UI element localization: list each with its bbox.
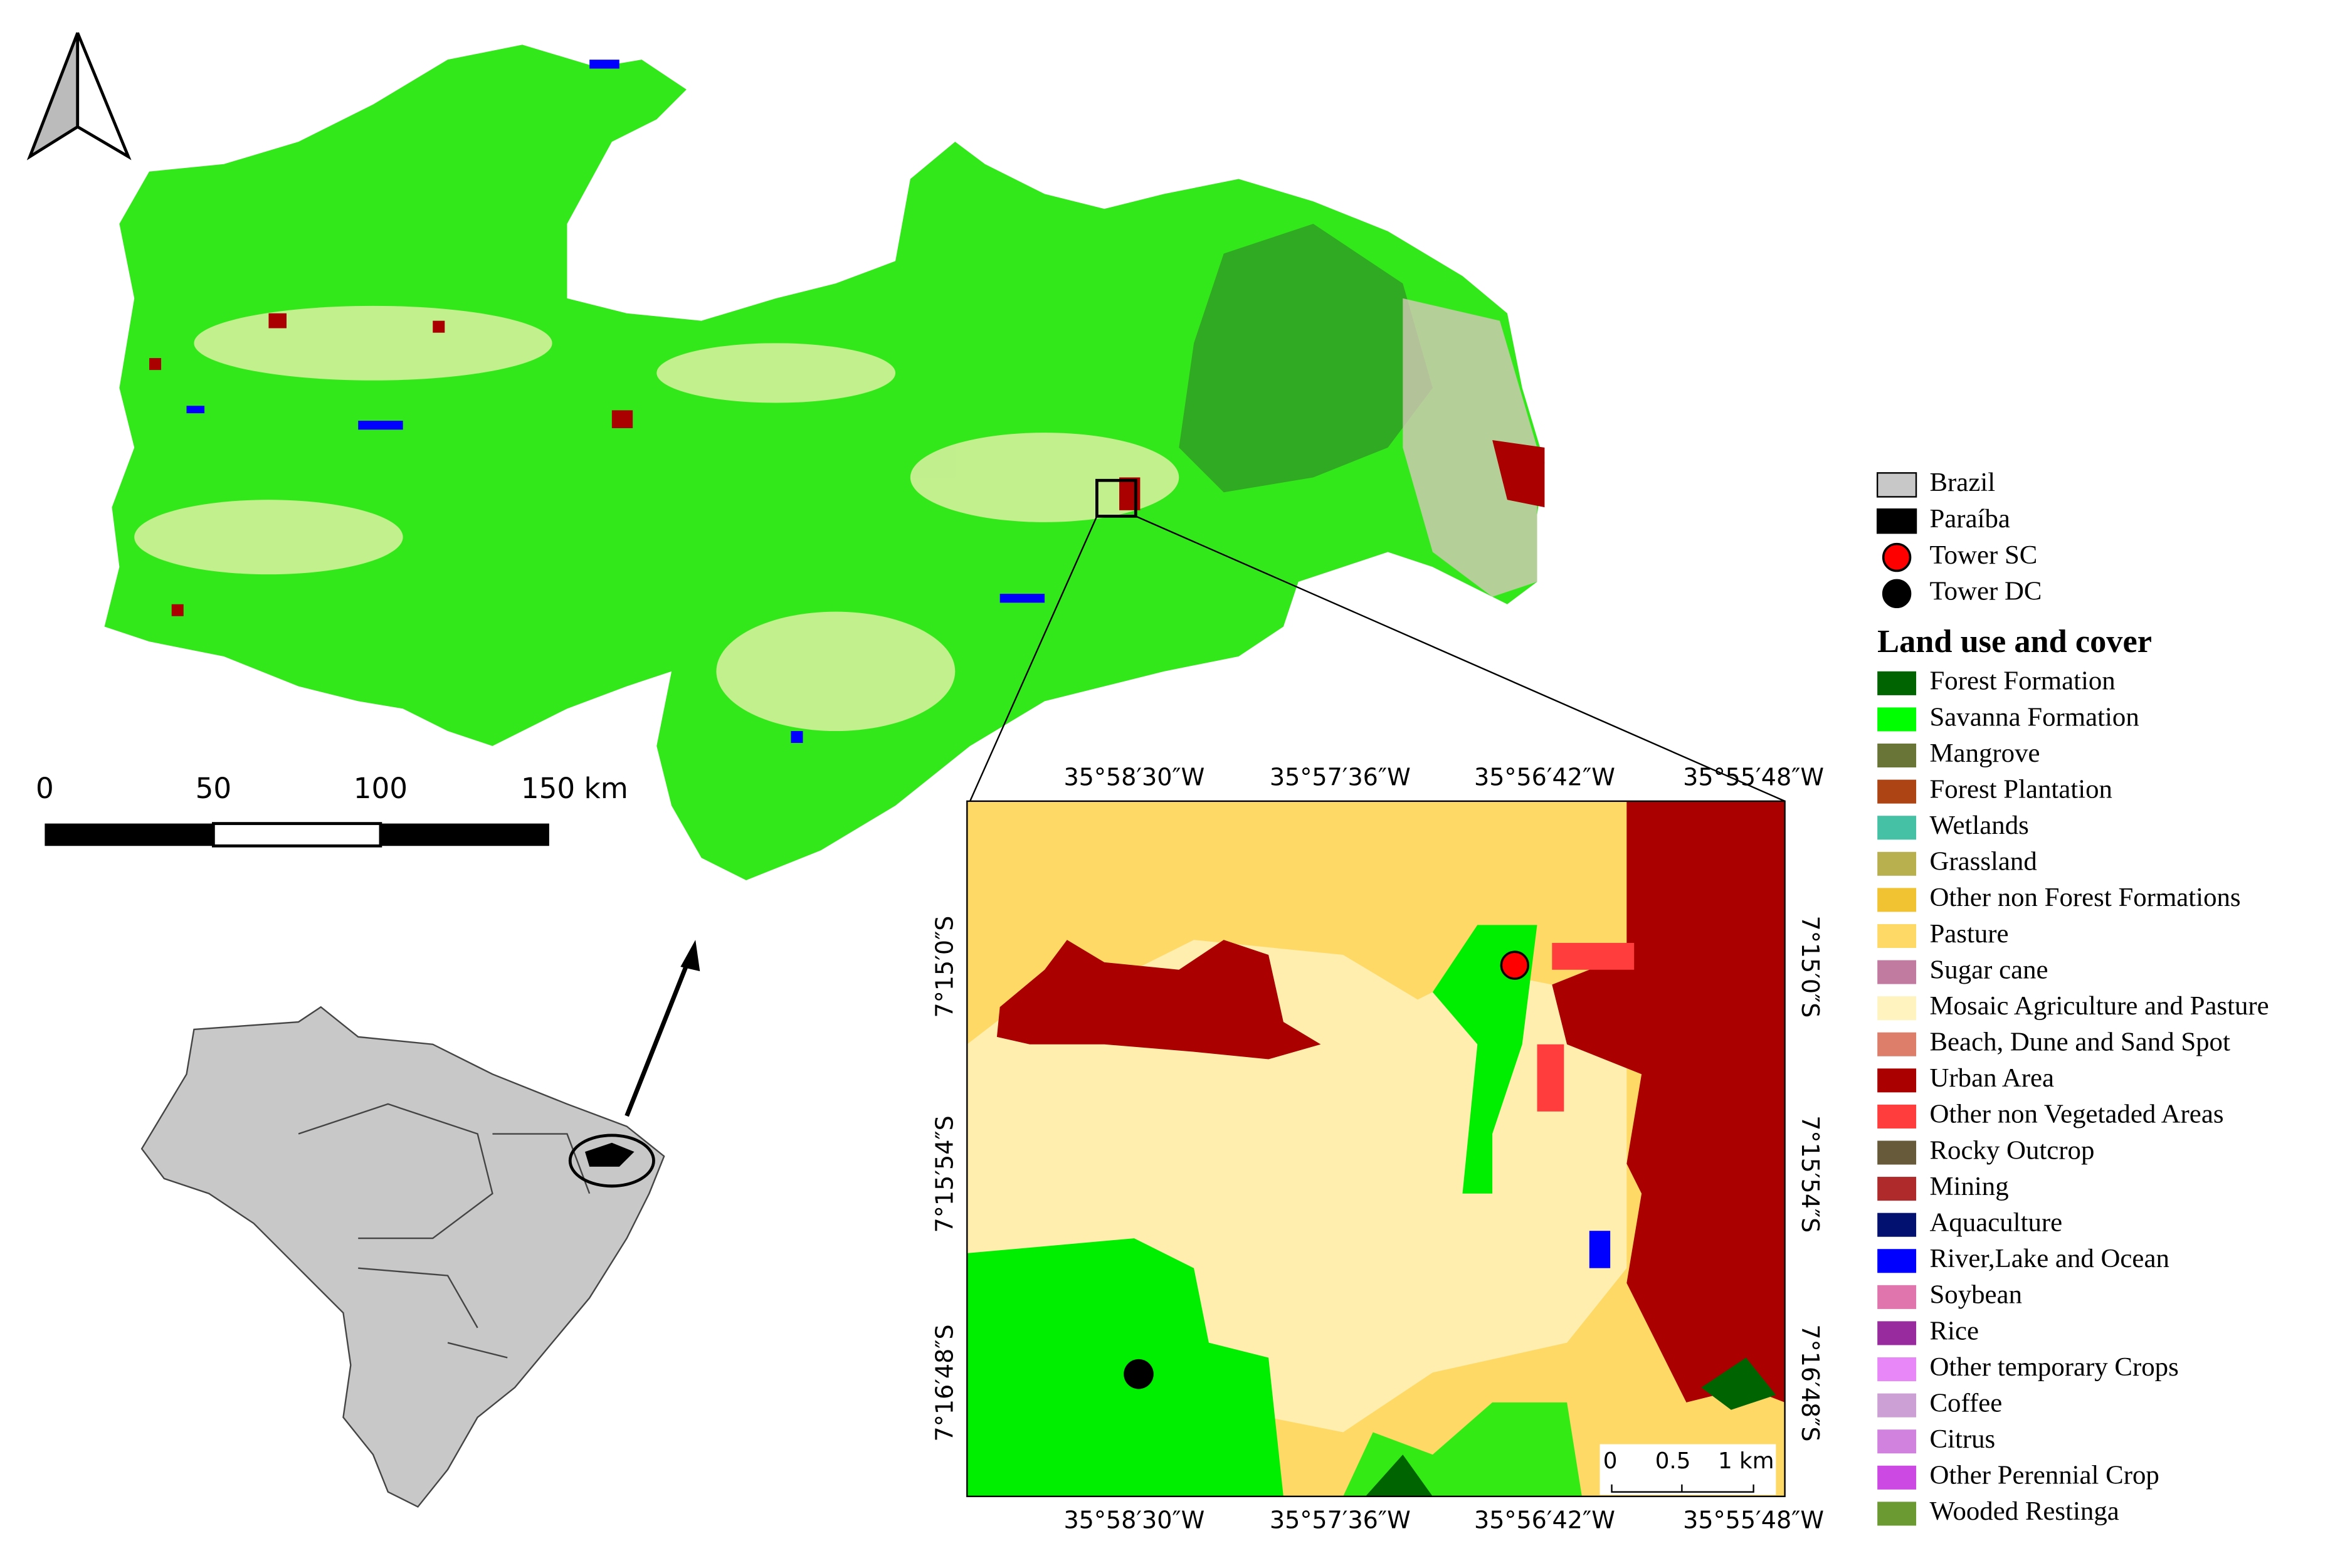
inset-scale-label: 0	[1603, 1448, 1618, 1474]
scale-label: 0	[36, 772, 54, 805]
coord-label: 35°58′30″W	[1063, 764, 1204, 791]
legend-label: Rice	[1929, 1316, 1978, 1345]
tower-sc	[1500, 950, 1530, 980]
legend-label: Urban Area	[1929, 1063, 2054, 1093]
legend-swatch	[1877, 851, 1917, 876]
legend-label: Brazil	[1929, 468, 1995, 497]
scale-label: 150 km	[521, 772, 628, 805]
legend-label: Other non Vegetaded Areas	[1929, 1100, 2223, 1129]
coord-label: 35°55′48″W	[1683, 1507, 1824, 1534]
legend-label: Coffee	[1929, 1388, 2002, 1418]
legend-swatch	[1877, 1068, 1917, 1093]
legend-swatch	[1877, 960, 1917, 984]
paraiba-map	[104, 45, 1786, 880]
legend-swatch	[1877, 1104, 1917, 1129]
legend-label: Rocky Outcrop	[1929, 1135, 2094, 1165]
legend-swatch	[1876, 472, 1917, 498]
scale-bar	[45, 822, 549, 848]
legend-swatch	[1877, 1429, 1917, 1454]
coord-label: 35°58′30″W	[1063, 1507, 1204, 1534]
legend-swatch	[1877, 923, 1917, 949]
legend-label: Aquaculture	[1929, 1208, 2062, 1238]
legend-label: Other temporary Crops	[1929, 1352, 2178, 1382]
legend-swatch	[1877, 1502, 1917, 1526]
legend-label: Wooded Restinga	[1929, 1497, 2119, 1526]
legend-label: Tower DC	[1929, 577, 2042, 606]
coord-label: 35°56′42″W	[1474, 1507, 1615, 1534]
legend-swatch	[1877, 779, 1917, 804]
legend-swatch	[1877, 671, 1917, 695]
legend-label: Savanna Formation	[1929, 702, 2139, 732]
legend-swatch	[1877, 816, 1917, 840]
legend-label: Citrus	[1929, 1424, 1995, 1454]
legend-swatch	[1877, 1321, 1917, 1345]
coord-label: 7°16′48″S	[1796, 1324, 1824, 1441]
legend-label: Forest Plantation	[1929, 774, 2112, 804]
legend-swatch	[1877, 1213, 1917, 1237]
legend-label: Soybean	[1929, 1280, 2022, 1310]
legend-swatch	[1877, 1140, 1917, 1165]
legend-label: Pasture	[1929, 919, 2008, 949]
legend-swatch	[1877, 1357, 1917, 1382]
legend-label: Wetlands	[1929, 811, 2028, 840]
legend-label: Mining	[1929, 1172, 2008, 1201]
legend-swatch	[1877, 888, 1917, 912]
inset-scale-label: 1 km	[1718, 1448, 1774, 1474]
legend-swatch	[1877, 707, 1917, 732]
legend-label: Grassland	[1929, 847, 2037, 876]
coord-label: 7°16′48″S	[930, 1324, 958, 1441]
legend-label: Other non Forest Formations	[1929, 883, 2240, 912]
scale-label: 50	[196, 772, 232, 805]
legend-swatch	[1876, 508, 1917, 534]
legend-label: Tower SC	[1929, 540, 2037, 570]
legend-label: Other Perennial Crop	[1929, 1461, 2159, 1490]
coord-label: 35°56′42″W	[1474, 764, 1615, 791]
legend-label: Beach, Dune and Sand Spot	[1929, 1028, 2230, 1057]
coord-label: 7°15′0″S	[930, 916, 958, 1018]
legend-title: Land use and cover	[1877, 623, 2152, 660]
legend-label: Forest Formation	[1929, 666, 2115, 696]
legend-label: Sugar cane	[1929, 955, 2048, 984]
legend-swatch	[1877, 1249, 1917, 1273]
legend-swatch	[1877, 1032, 1917, 1056]
coord-label: 35°57′36″W	[1270, 1507, 1411, 1534]
inset-map	[966, 800, 1786, 1497]
tower-dc	[1124, 1359, 1154, 1389]
legend-label: Mosaic Agriculture and Pasture	[1929, 991, 2269, 1021]
coord-label: 35°57′36″W	[1270, 764, 1411, 791]
legend-swatch	[1877, 1177, 1917, 1201]
legend-swatch	[1877, 1393, 1917, 1418]
brazil-locator	[140, 940, 700, 1508]
legend-symbol	[1882, 579, 1912, 609]
coord-label: 7°15′54″S	[930, 1115, 958, 1233]
coord-label: 7°15′54″S	[1796, 1115, 1824, 1233]
coord-label: 7°15′0″S	[1796, 916, 1824, 1018]
generated: Brazil Paraíba Tower SC Tower DC Land use an…	[36, 468, 2269, 1534]
inset-scale-label: 0.5	[1655, 1448, 1691, 1474]
legend-label: Mangrove	[1929, 739, 2040, 768]
legend-label: River,Lake and Ocean	[1929, 1244, 2169, 1273]
coord-label: 35°55′48″W	[1683, 764, 1824, 791]
legend-swatch	[1877, 996, 1917, 1021]
legend-label: Paraíba	[1929, 504, 2010, 534]
scale-label: 100	[354, 772, 408, 805]
north-arrow	[26, 32, 132, 160]
legend-symbol	[1882, 542, 1912, 572]
legend-swatch	[1877, 1465, 1917, 1490]
legend-swatch	[1877, 1285, 1917, 1309]
legend-swatch	[1877, 744, 1917, 768]
